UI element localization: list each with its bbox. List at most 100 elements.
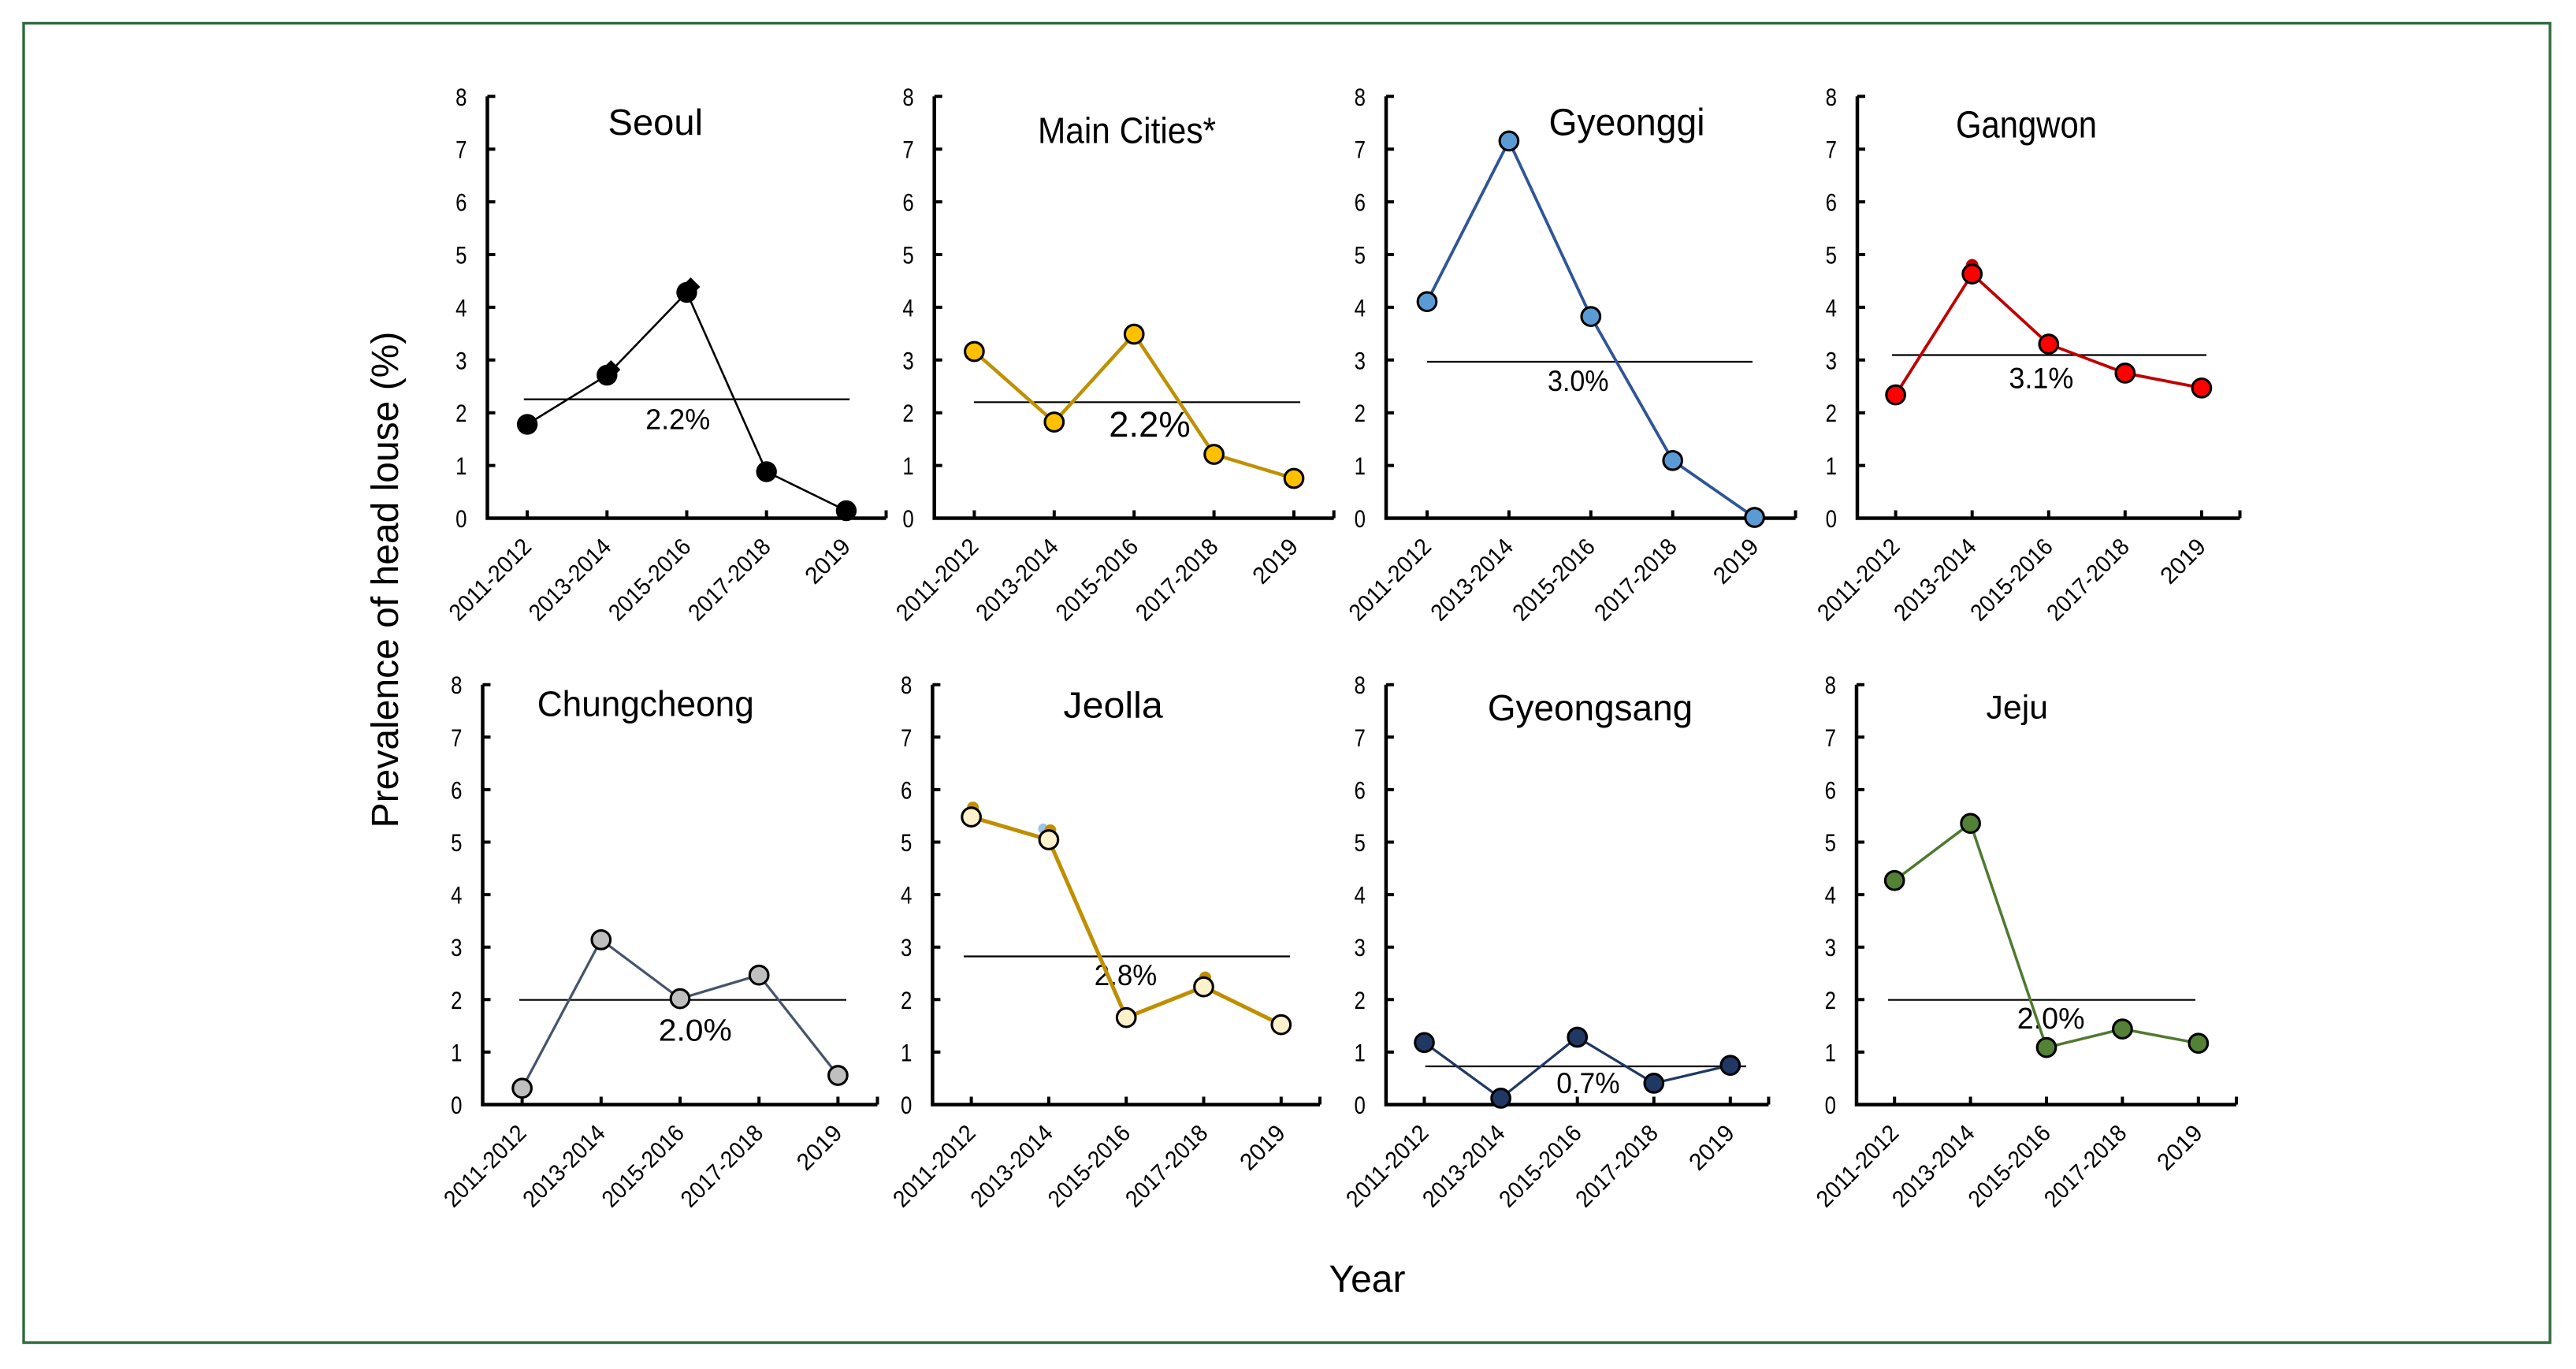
svg-text:2015-2016: 2015-2016 <box>1051 534 1143 626</box>
svg-text:Prevalence of head louse (%): Prevalence of head louse (%) <box>365 332 407 828</box>
svg-text:2013-2014: 2013-2014 <box>965 1120 1058 1212</box>
svg-text:3: 3 <box>1355 935 1366 962</box>
svg-text:2013-2014: 2013-2014 <box>524 534 616 626</box>
svg-text:2011-2012: 2011-2012 <box>888 1120 980 1212</box>
svg-text:6: 6 <box>1355 777 1366 805</box>
svg-text:4: 4 <box>1825 882 1836 910</box>
svg-text:8: 8 <box>902 84 913 111</box>
svg-text:2011-2012: 2011-2012 <box>891 534 983 626</box>
svg-text:3: 3 <box>902 348 913 375</box>
svg-text:5: 5 <box>901 830 912 857</box>
svg-text:2017-2018: 2017-2018 <box>2039 1120 2132 1212</box>
svg-text:Year: Year <box>1329 1259 1406 1300</box>
svg-text:4: 4 <box>1355 882 1366 910</box>
svg-text:2015-2016: 2015-2016 <box>1965 534 2057 626</box>
svg-text:2017-2018: 2017-2018 <box>1121 1120 1213 1212</box>
svg-text:2017-2018: 2017-2018 <box>676 1120 768 1212</box>
svg-text:0: 0 <box>901 1092 912 1120</box>
svg-text:Main Cities*: Main Cities* <box>1038 110 1216 151</box>
svg-text:5: 5 <box>1825 830 1836 857</box>
svg-text:Chungcheong: Chungcheong <box>537 683 754 724</box>
svg-text:2017-2018: 2017-2018 <box>2042 534 2134 626</box>
svg-text:2013-2014: 2013-2014 <box>1426 534 1518 626</box>
svg-text:2011-2012: 2011-2012 <box>439 1120 531 1212</box>
svg-text:0: 0 <box>1825 1092 1836 1120</box>
svg-text:2013-2014: 2013-2014 <box>1887 1120 1979 1212</box>
svg-text:8: 8 <box>451 672 462 700</box>
svg-text:3: 3 <box>1826 348 1837 375</box>
svg-text:2019: 2019 <box>1235 1120 1291 1176</box>
svg-text:2: 2 <box>451 987 462 1014</box>
svg-text:3: 3 <box>455 348 467 375</box>
svg-text:2.0%: 2.0% <box>659 1014 732 1048</box>
svg-text:1: 1 <box>902 453 913 481</box>
svg-text:2.2%: 2.2% <box>1109 404 1190 445</box>
svg-text:Jeju: Jeju <box>1987 688 2049 725</box>
svg-text:2013-2014: 2013-2014 <box>971 534 1063 626</box>
svg-text:3: 3 <box>901 935 912 962</box>
svg-text:7: 7 <box>901 724 912 752</box>
svg-text:2.0%: 2.0% <box>2017 1003 2085 1036</box>
svg-text:5: 5 <box>451 830 462 857</box>
svg-text:6: 6 <box>1825 777 1836 805</box>
svg-text:2013-2014: 2013-2014 <box>518 1120 610 1212</box>
svg-text:5: 5 <box>1355 242 1366 270</box>
svg-text:4: 4 <box>451 882 462 910</box>
svg-text:1: 1 <box>1825 1040 1836 1067</box>
svg-text:2015-2016: 2015-2016 <box>1964 1120 2056 1212</box>
svg-text:7: 7 <box>1826 136 1837 164</box>
svg-text:0: 0 <box>1355 1092 1366 1120</box>
svg-text:1: 1 <box>901 1040 912 1067</box>
svg-text:2011-2012: 2011-2012 <box>1812 1120 1904 1212</box>
svg-text:2019: 2019 <box>2152 1120 2208 1176</box>
svg-text:2015-2016: 2015-2016 <box>1043 1120 1136 1212</box>
svg-text:8: 8 <box>1825 672 1836 700</box>
svg-text:0.7%: 0.7% <box>1556 1066 1619 1099</box>
svg-text:2015-2016: 2015-2016 <box>597 1120 690 1212</box>
svg-text:4: 4 <box>455 295 467 322</box>
svg-text:2: 2 <box>1355 987 1366 1014</box>
svg-text:2: 2 <box>1825 987 1836 1014</box>
svg-text:2019: 2019 <box>800 534 856 590</box>
svg-text:4: 4 <box>901 882 912 910</box>
svg-text:Gangwon: Gangwon <box>1956 104 2097 146</box>
svg-text:3.1%: 3.1% <box>2009 362 2073 395</box>
svg-text:Gyeonggi: Gyeonggi <box>1549 102 1705 144</box>
svg-text:7: 7 <box>451 724 462 752</box>
svg-text:6: 6 <box>1826 189 1837 217</box>
svg-text:2013-2014: 2013-2014 <box>1418 1120 1510 1212</box>
svg-text:2019: 2019 <box>2155 534 2211 590</box>
svg-text:3.0%: 3.0% <box>1548 365 1609 397</box>
svg-text:8: 8 <box>1355 672 1366 700</box>
svg-text:7: 7 <box>1825 724 1836 752</box>
svg-text:2011-2012: 2011-2012 <box>1812 534 1905 626</box>
svg-text:6: 6 <box>1355 189 1366 217</box>
svg-text:2019: 2019 <box>1247 534 1303 590</box>
svg-text:2019: 2019 <box>1684 1120 1740 1176</box>
svg-text:0: 0 <box>1826 506 1837 534</box>
svg-text:0: 0 <box>455 506 467 534</box>
svg-text:2017-2018: 2017-2018 <box>1571 1120 1663 1212</box>
svg-text:2019: 2019 <box>1708 534 1764 590</box>
svg-text:8: 8 <box>455 84 467 111</box>
svg-text:0: 0 <box>1355 506 1366 534</box>
svg-text:4: 4 <box>902 295 913 322</box>
svg-text:2019: 2019 <box>792 1120 848 1176</box>
svg-text:3: 3 <box>1825 935 1836 962</box>
svg-text:7: 7 <box>1355 136 1366 164</box>
svg-text:6: 6 <box>451 777 462 805</box>
svg-text:1: 1 <box>1826 453 1837 481</box>
svg-text:2: 2 <box>1355 400 1366 428</box>
svg-text:2: 2 <box>1826 400 1837 428</box>
svg-text:1: 1 <box>451 1040 462 1067</box>
svg-text:2013-2014: 2013-2014 <box>1889 534 1981 626</box>
svg-text:Jeolla: Jeolla <box>1063 685 1163 726</box>
svg-text:5: 5 <box>902 242 913 270</box>
svg-text:7: 7 <box>455 136 467 164</box>
svg-text:7: 7 <box>1355 724 1366 752</box>
svg-text:8: 8 <box>901 672 912 700</box>
svg-text:2017-2018: 2017-2018 <box>683 534 775 626</box>
svg-text:2017-2018: 2017-2018 <box>1589 534 1682 626</box>
svg-text:2015-2016: 2015-2016 <box>604 534 696 626</box>
svg-text:2011-2012: 2011-2012 <box>1341 1120 1433 1212</box>
